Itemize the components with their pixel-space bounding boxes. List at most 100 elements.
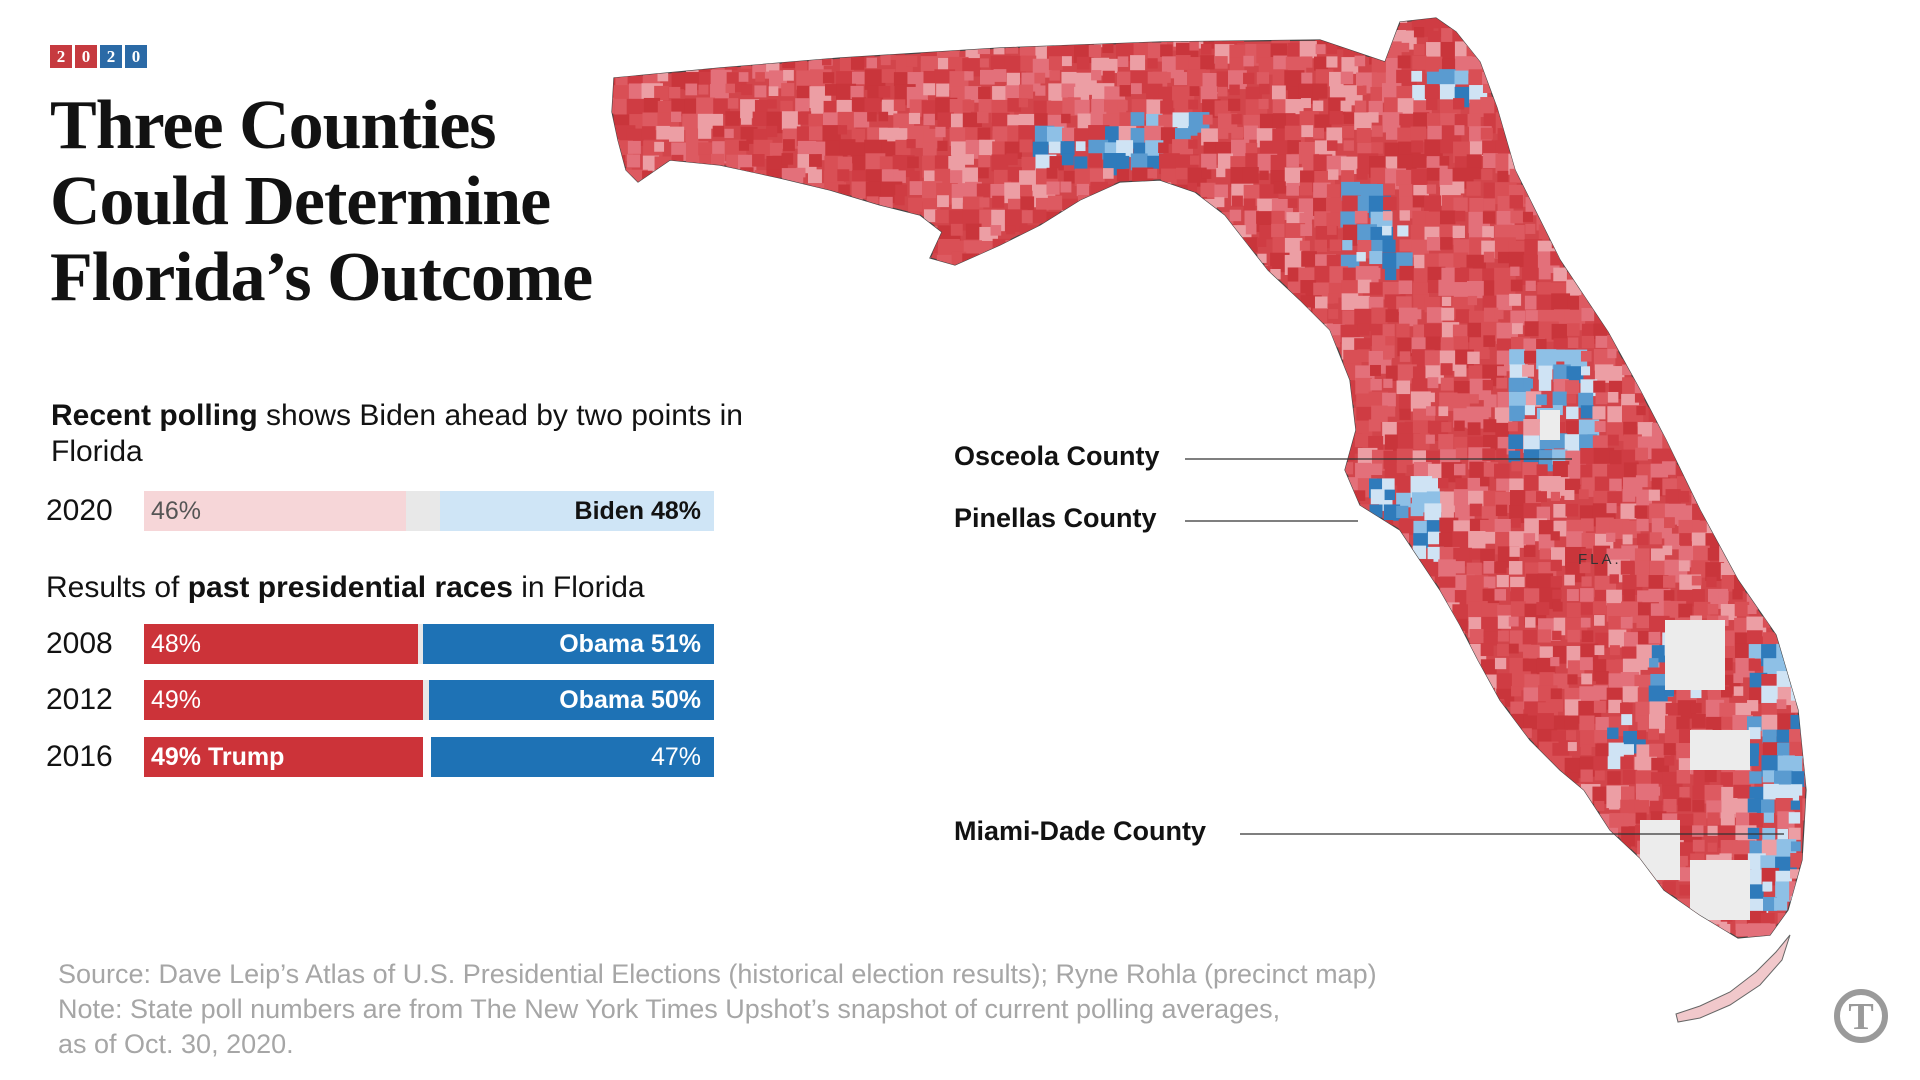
precinct <box>1762 616 1774 628</box>
precinct <box>993 700 1013 721</box>
precinct <box>1637 363 1656 383</box>
precinct <box>1482 226 1494 238</box>
precinct <box>669 86 681 99</box>
precinct <box>641 183 654 196</box>
precinct <box>978 99 993 113</box>
precinct <box>1259 310 1280 331</box>
precinct <box>1047 701 1061 715</box>
precinct <box>1621 211 1640 231</box>
precinct <box>1340 688 1356 704</box>
precinct <box>1511 728 1524 741</box>
precinct <box>1424 195 1442 213</box>
precinct <box>1748 658 1761 671</box>
precinct <box>936 772 953 788</box>
precinct <box>642 18 659 30</box>
precinct <box>1007 114 1022 129</box>
precinct <box>1146 559 1164 578</box>
precinct <box>1116 729 1138 751</box>
precinct <box>1398 590 1416 609</box>
precinct <box>698 576 718 596</box>
precinct <box>922 18 933 26</box>
precinct <box>1704 447 1726 469</box>
precinct <box>1511 323 1523 335</box>
precinct <box>1509 125 1529 145</box>
precinct <box>1200 547 1216 564</box>
precinct <box>935 603 953 621</box>
precinct <box>1105 30 1119 43</box>
precinct <box>710 153 725 168</box>
precinct <box>1228 730 1251 753</box>
precinct <box>1172 603 1184 615</box>
precinct <box>768 617 790 638</box>
precinct <box>850 659 863 672</box>
precinct <box>1130 18 1141 24</box>
precinct <box>1411 785 1430 804</box>
precinct <box>864 772 877 785</box>
precinct <box>1578 30 1593 45</box>
precinct <box>1301 601 1317 618</box>
precinct <box>1483 394 1497 408</box>
precinct <box>991 112 1010 131</box>
precinct <box>1313 644 1330 661</box>
precinct <box>1637 310 1651 323</box>
precinct <box>1382 211 1393 221</box>
precinct <box>1006 153 1018 165</box>
precinct <box>1438 559 1456 577</box>
precinct <box>881 811 899 828</box>
precinct <box>1483 560 1497 574</box>
precinct <box>1481 798 1493 810</box>
precinct <box>698 784 720 806</box>
precinct <box>1413 282 1430 299</box>
precinct <box>1579 562 1591 574</box>
precinct <box>1551 197 1563 209</box>
precinct <box>991 673 1011 694</box>
precinct <box>1062 266 1083 288</box>
precinct <box>1636 405 1646 416</box>
precinct <box>1312 799 1323 810</box>
precinct <box>1089 238 1101 250</box>
precinct <box>1648 251 1669 271</box>
precinct <box>1734 601 1750 617</box>
precinct <box>1314 114 1332 132</box>
precinct <box>1483 153 1498 169</box>
precinct <box>951 294 969 312</box>
precinct <box>1789 197 1804 212</box>
precinct <box>1550 531 1560 541</box>
precinct <box>908 377 925 393</box>
precinct <box>1357 701 1381 725</box>
precinct <box>1160 505 1181 526</box>
precinct <box>1565 28 1583 46</box>
precinct <box>893 701 912 720</box>
precinct <box>1075 742 1094 761</box>
precinct <box>1438 742 1454 758</box>
precinct <box>1242 167 1259 184</box>
precinct <box>1133 632 1156 656</box>
precinct <box>1382 741 1397 756</box>
precinct <box>1258 475 1275 492</box>
precinct <box>1705 562 1725 581</box>
precinct <box>1200 55 1215 70</box>
precinct <box>1033 28 1044 40</box>
precinct <box>726 352 742 368</box>
precinct <box>1314 211 1331 228</box>
precinct <box>1635 447 1648 461</box>
precinct <box>1298 562 1311 575</box>
precinct <box>1004 182 1026 204</box>
precinct <box>613 546 629 561</box>
precinct <box>1536 349 1557 370</box>
precinct <box>839 198 851 210</box>
precinct <box>1007 167 1022 182</box>
precinct <box>1132 394 1143 405</box>
precinct <box>1299 322 1316 340</box>
precinct <box>1369 251 1383 265</box>
precinct <box>1102 534 1125 557</box>
precinct <box>1032 797 1053 818</box>
precinct <box>1690 41 1702 53</box>
precinct <box>880 310 896 326</box>
precinct <box>839 743 849 754</box>
precinct <box>1776 265 1798 288</box>
precinct <box>823 239 840 256</box>
precinct <box>1609 294 1629 314</box>
precinct <box>853 517 863 527</box>
precinct <box>752 111 768 126</box>
